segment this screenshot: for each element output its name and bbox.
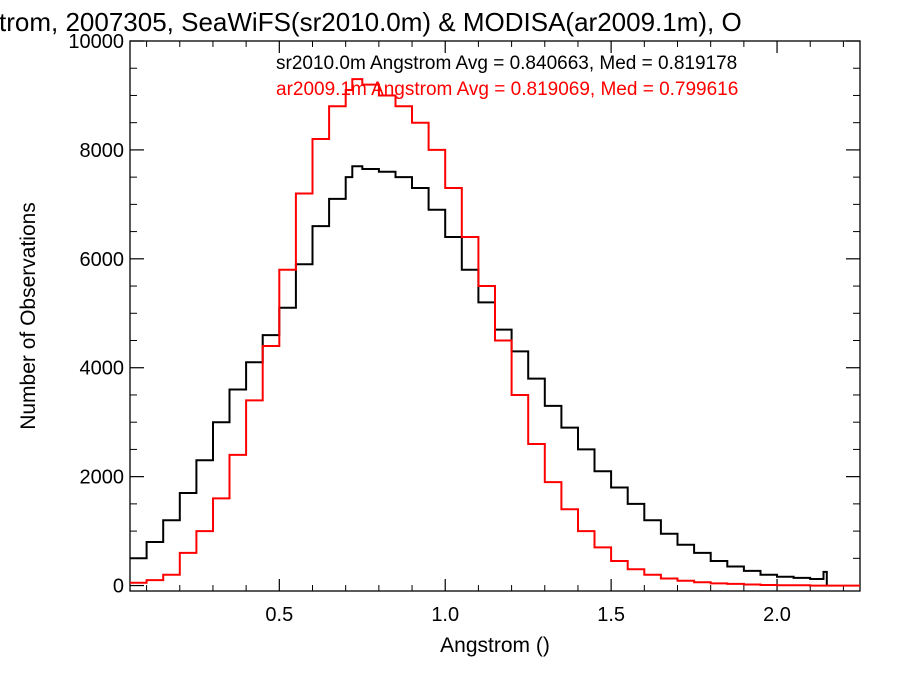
series-line-0 — [130, 165, 828, 586]
y-tick-label: 4000 — [80, 358, 125, 380]
y-tick-label: 10000 — [68, 31, 124, 53]
legend-entry-ar2009: ar2009.1m Angstrom Avg = 0.819069, Med =… — [276, 79, 738, 100]
y-tick-label: 0 — [113, 576, 124, 598]
legend-entry-sr2010: sr2010.0m Angstrom Avg = 0.840663, Med =… — [276, 53, 737, 74]
y-tick-label: 2000 — [80, 467, 125, 489]
y-tick-label: 6000 — [80, 249, 125, 271]
x-tick-label: 1.5 — [597, 604, 625, 626]
series-lines — [130, 78, 860, 587]
y-tick-label: 8000 — [80, 140, 125, 162]
plot-frame — [129, 40, 861, 592]
series-line-1 — [130, 78, 860, 587]
y-axis-label: Number of Observations — [17, 202, 40, 430]
x-tick-label: 2.0 — [763, 604, 791, 626]
x-tick-label: 0.5 — [265, 604, 293, 626]
chart-title: strom, 2007305, SeaWiFS(sr2010.0m) & MOD… — [0, 7, 742, 37]
axis-ticks: 0.5 1.0 1.5 2.0 0 2000 4000 6000 8000 10000 — [68, 31, 860, 626]
x-axis-label: Angstrom () — [440, 634, 550, 657]
x-tick-label: 1.0 — [431, 604, 459, 626]
